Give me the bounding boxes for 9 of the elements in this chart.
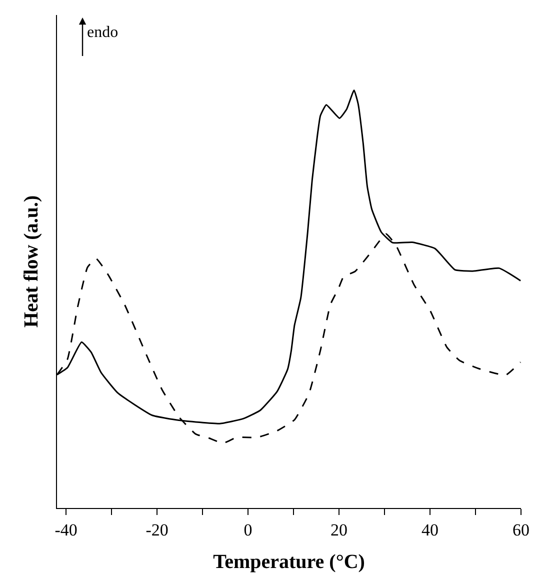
- y-axis-title: Heat flow (a.u.): [20, 195, 42, 328]
- x-axis-title: Temperature (°C): [213, 551, 365, 573]
- text: endo: [87, 24, 118, 41]
- x-tick-label: 40: [422, 520, 439, 540]
- x-tick-label: 60: [512, 520, 530, 540]
- x-tick-label: -40: [54, 520, 78, 540]
- x-tick-label: 0: [244, 520, 252, 540]
- x-tick-label: 20: [330, 520, 348, 540]
- x-tick-label: -20: [146, 520, 168, 540]
